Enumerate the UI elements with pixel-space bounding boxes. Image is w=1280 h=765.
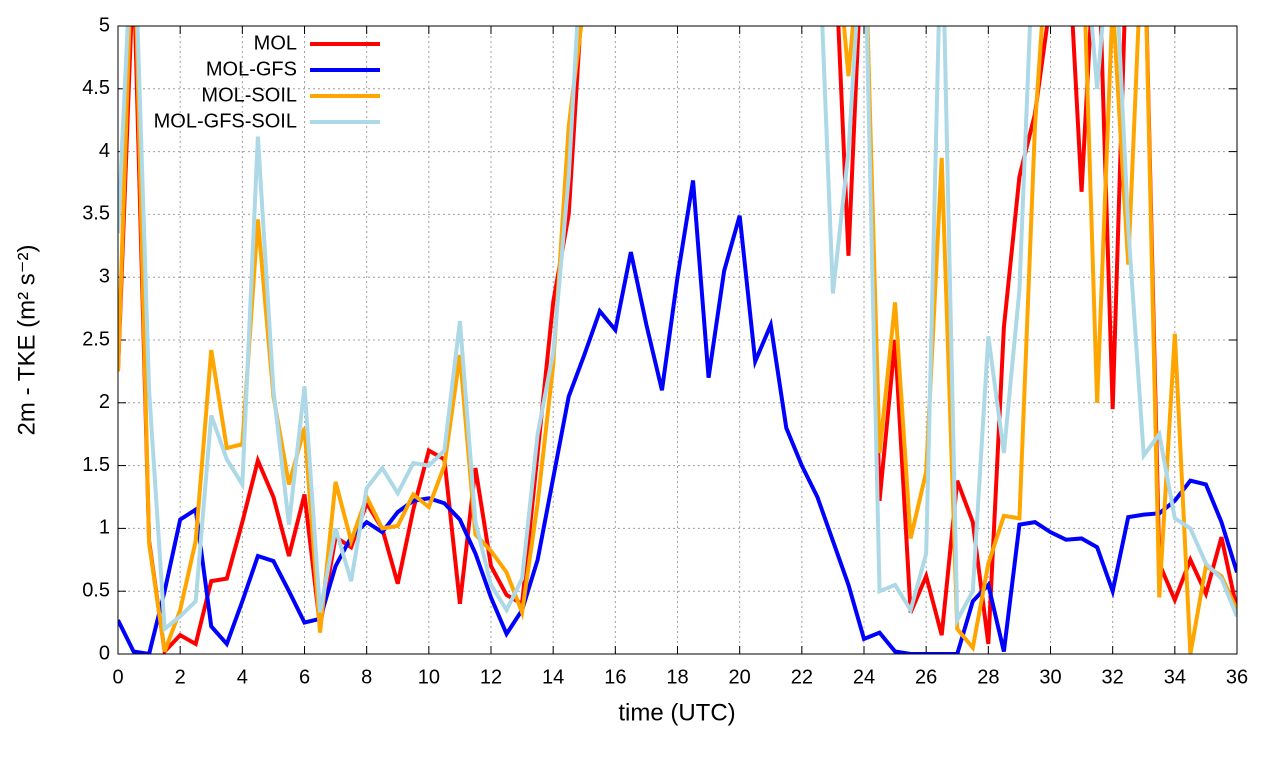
y-tick-label: 1.5 bbox=[82, 454, 110, 476]
x-tick-label: 26 bbox=[915, 666, 937, 688]
legend-label: MOL bbox=[254, 32, 297, 54]
x-tick-label: 6 bbox=[299, 666, 310, 688]
plot-frame bbox=[117, 25, 1238, 655]
y-tick-label: 3.5 bbox=[82, 203, 110, 225]
x-tick-label: 2 bbox=[175, 666, 186, 688]
plot-area bbox=[118, 26, 1237, 654]
x-axis-label: time (UTC) bbox=[618, 699, 735, 726]
legend-label: MOL-SOIL bbox=[201, 84, 297, 106]
data-line bbox=[118, 26, 1237, 654]
data-line bbox=[118, 26, 1237, 654]
y-tick-label: 4 bbox=[99, 140, 110, 162]
data-line bbox=[118, 180, 1237, 654]
x-tick-label: 12 bbox=[480, 666, 502, 688]
x-tick-label: 8 bbox=[361, 666, 372, 688]
x-tick-label: 18 bbox=[666, 666, 688, 688]
y-tick-label: 0.5 bbox=[82, 579, 110, 601]
y-tick-label: 0 bbox=[99, 642, 110, 664]
x-tick-label: 4 bbox=[237, 666, 248, 688]
y-tick-label: 4.5 bbox=[82, 77, 110, 99]
x-tick-label: 22 bbox=[791, 666, 813, 688]
y-tick-label: 3 bbox=[99, 265, 110, 287]
y-tick-label: 2.5 bbox=[82, 328, 110, 350]
x-tick-label: 24 bbox=[853, 666, 875, 688]
x-tick-label: 10 bbox=[418, 666, 440, 688]
x-tick-label: 32 bbox=[1102, 666, 1124, 688]
y-axis-label: 2m - TKE (m² s⁻²) bbox=[13, 245, 40, 436]
x-tick-label: 34 bbox=[1164, 666, 1186, 688]
y-tick-label: 2 bbox=[99, 391, 110, 413]
x-tick-label: 28 bbox=[977, 666, 999, 688]
x-tick-label: 30 bbox=[1039, 666, 1061, 688]
y-tick-label: 5 bbox=[99, 14, 110, 36]
x-tick-label: 0 bbox=[112, 666, 123, 688]
data-line bbox=[118, 26, 1237, 633]
x-tick-label: 14 bbox=[542, 666, 564, 688]
legend-label: MOL-GFS bbox=[206, 58, 297, 80]
x-tick-label: 20 bbox=[729, 666, 751, 688]
x-tick-label: 36 bbox=[1226, 666, 1248, 688]
y-tick-label: 1 bbox=[99, 517, 110, 539]
legend-label: MOL-GFS-SOIL bbox=[154, 110, 297, 132]
x-tick-label: 16 bbox=[604, 666, 626, 688]
